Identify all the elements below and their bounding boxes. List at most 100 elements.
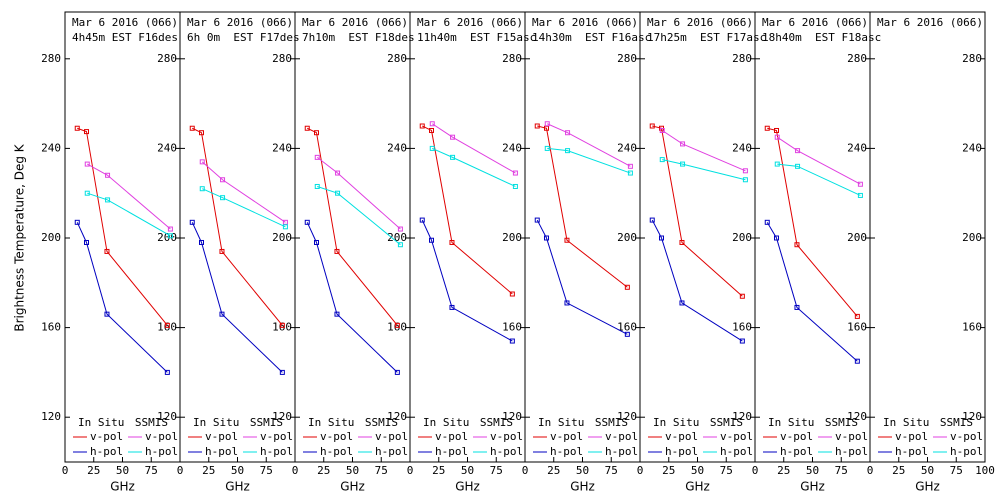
legend-label: v-pol [90,430,123,443]
data-point [304,125,310,131]
data-point [199,186,205,192]
x-tick-label: 50 [231,464,244,477]
data-point [74,125,80,131]
series-line [776,136,861,185]
y-tick-label: 160 [617,321,637,334]
panel-title: Mar 6 2016 (066) [417,16,523,29]
panel-title: Mar 6 2016 (066) [72,16,178,29]
data-point [449,239,455,245]
legend-label: v-pol [780,430,813,443]
y-tick-label: 240 [502,141,522,154]
data-point [774,161,780,167]
legend-label: v-pol [205,430,238,443]
series-line [547,147,631,174]
data-point [394,369,400,375]
legend-group: In Situ [308,416,354,429]
data-point [565,130,571,136]
x-tick-label: 75 [720,464,733,477]
series-line [202,188,286,228]
y-tick-label: 280 [962,52,982,65]
legend-label: h-pol [435,445,468,458]
data-point [512,183,518,189]
y-tick-label: 120 [272,410,292,423]
y-tick-label: 160 [847,321,867,334]
y-tick-label: 200 [847,231,867,244]
y-tick-label: 240 [272,141,292,154]
legend-label: v-pol [720,430,753,443]
legend-group: In Situ [193,416,239,429]
data-point [304,219,310,225]
data-point [857,181,863,187]
data-point [509,291,515,297]
data-point [282,224,288,230]
data-point [199,239,205,245]
data-point [659,235,665,241]
y-tick-label: 120 [387,410,407,423]
legend-group: SSMIS [825,416,858,429]
legend-label: v-pol [550,430,583,443]
data-point [334,248,340,254]
data-point [854,313,860,319]
y-tick-label: 240 [41,141,61,154]
legend-label: h-pol [550,445,583,458]
data-point [739,338,745,344]
legend-group: SSMIS [710,416,743,429]
x-tick-label: 75 [260,464,273,477]
legend-label: v-pol [145,430,178,443]
data-point [679,300,685,306]
y-tick-label: 120 [41,410,61,423]
legend-group: SSMIS [595,416,628,429]
data-point [429,237,435,243]
legend-group: SSMIS [365,416,398,429]
data-point [314,183,320,189]
series-line [201,161,286,223]
x-tick-label: 75 [375,464,388,477]
series-line [422,125,513,295]
x-tick-label: 50 [116,464,129,477]
legend-group: SSMIS [135,416,168,429]
series-line [306,222,398,373]
x-axis-label: GHz [800,480,825,494]
panel-subtitle: 11h40m EST F15asc [417,31,536,44]
legend-group: In Situ [423,416,469,429]
y-tick-label: 160 [502,321,522,334]
data-point [105,197,111,203]
series-line [307,127,398,326]
data-point [795,148,801,154]
legend-group: In Situ [653,416,699,429]
x-tick-label: 0 [637,464,644,477]
y-tick-label: 120 [617,410,637,423]
data-point [774,127,780,133]
legend-label: v-pol [260,430,293,443]
x-tick-label: 0 [522,464,529,477]
legend-group: In Situ [883,416,929,429]
legend-label: h-pol [835,445,868,458]
legend-label: v-pol [835,430,868,443]
data-point [794,242,800,248]
data-point [742,177,748,183]
data-point [679,239,685,245]
series-line [431,123,516,174]
data-point [544,121,550,127]
panel-title: Mar 6 2016 (066) [532,16,638,29]
data-point [220,195,226,201]
y-tick-label: 280 [502,52,522,65]
legend-label: h-pol [205,445,238,458]
data-point [512,170,518,176]
legend-label: h-pol [665,445,698,458]
x-tick-label: 75 [490,464,503,477]
y-tick-label: 240 [617,141,637,154]
x-tick-label: 25 [202,464,215,477]
data-point [84,239,90,245]
data-point [450,154,456,160]
data-point [314,239,320,245]
y-tick-label: 200 [617,231,637,244]
data-point [84,129,90,135]
data-point [742,168,748,174]
data-point [564,237,570,243]
y-tick-label: 280 [847,52,867,65]
data-point [220,177,226,183]
data-point [335,170,341,176]
y-tick-label: 240 [157,141,177,154]
